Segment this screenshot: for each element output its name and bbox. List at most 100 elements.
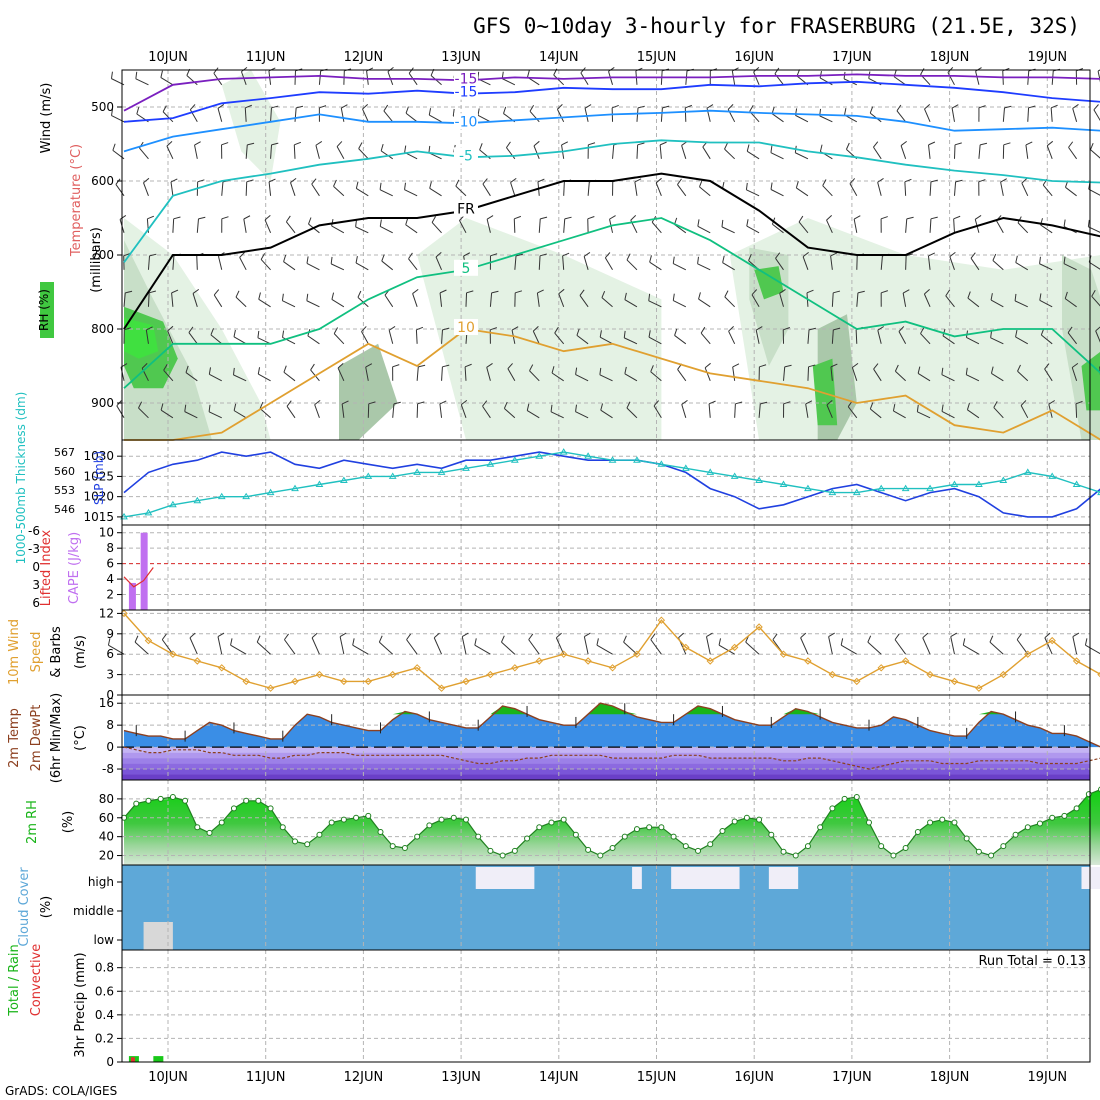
date-label-bottom: 14JUN: [539, 1070, 579, 1085]
rh-marker: [609, 845, 616, 851]
rh-marker: [462, 816, 469, 823]
wind-barb-feather: [160, 70, 163, 78]
rh-shading: [417, 218, 662, 440]
wind-barb: [978, 144, 981, 159]
wind-barb: [365, 366, 369, 381]
wind-barb-feather: [479, 143, 483, 151]
wind-barb: [268, 181, 272, 196]
axis-label: RH (%): [37, 289, 51, 331]
wind-barb: [867, 641, 882, 655]
wind-barb: [538, 255, 541, 270]
wind-barb-feather: [920, 327, 925, 334]
thickness-line: [123, 451, 1100, 518]
panel-cloud-cover: high middle low Cloud Cover (%): [17, 864, 1100, 951]
wind-barb-feather: [170, 178, 178, 183]
wind-barb: [724, 148, 736, 160]
wind-barb-feather: [1072, 104, 1079, 109]
wind-barb: [147, 255, 151, 270]
wind-barb: [636, 107, 639, 122]
y-tick-label: 10: [99, 526, 114, 540]
contour-label-bg: [453, 259, 478, 276]
wind-barb: [245, 144, 248, 159]
wind-barb-feather: [107, 638, 111, 646]
wind-speed-marker: [682, 643, 690, 652]
wind-barb: [1068, 147, 1078, 160]
wind-barb: [502, 78, 516, 86]
axis-label: (6hr Min/Max): [49, 693, 64, 783]
wind-barb-feather: [746, 219, 749, 227]
wind-barb-feather: [213, 289, 220, 296]
wind-barb: [388, 330, 394, 344]
wind-barb-feather: [677, 178, 682, 185]
wind-barb-feather: [819, 144, 823, 152]
wind-speed-marker: [1024, 650, 1032, 658]
wind-barb-feather: [724, 142, 729, 150]
wind-barb-feather: [1039, 256, 1041, 264]
wind-barb: [184, 411, 198, 419]
wind-barb: [945, 295, 955, 308]
wind-barb: [355, 226, 369, 234]
wind-barb: [532, 330, 540, 345]
wind-barb-feather: [540, 216, 548, 220]
wind-barb: [134, 641, 149, 655]
wind-barb-feather: [463, 252, 471, 257]
thickness-marker: [681, 464, 690, 471]
wind-barb-feather: [192, 288, 200, 294]
y-tick-label: 0.6: [95, 984, 114, 998]
wind-barb-feather: [558, 288, 565, 295]
wind-barb: [506, 147, 516, 160]
wind-barb: [1044, 637, 1053, 655]
wind-barb-feather: [482, 400, 488, 407]
chart-title: GFS 0~10day 3-hourly for FRASERBURG (21.…: [473, 14, 1080, 38]
rh-marker: [328, 819, 335, 826]
wind-barb: [194, 144, 198, 159]
wind-barb-feather: [975, 67, 982, 72]
axis-label: Cloud Cover: [17, 867, 32, 947]
thickness-marker: [633, 456, 641, 463]
wind-barb: [697, 225, 711, 234]
wind-barb: [724, 296, 736, 308]
wind-barb: [673, 263, 687, 271]
wind-barb-feather: [833, 327, 841, 331]
rh-marker: [633, 826, 640, 833]
wind-barb-feather: [653, 400, 660, 407]
wind-barb: [779, 293, 784, 307]
wind-barb-feather: [880, 216, 888, 220]
rh-marker: [292, 838, 299, 845]
panel-precipitation: 0.8 0.6 0.4 0.2 0 Total / Rain Convective 3hr P…: [7, 944, 1091, 1069]
wind-barb: [1090, 149, 1100, 159]
wind-barb-feather: [506, 141, 511, 148]
rh-shading: [1081, 351, 1100, 411]
wind-barb: [856, 292, 859, 307]
wind-barb: [1021, 182, 1029, 197]
wind-barb-feather: [264, 214, 271, 221]
wind-barb: [849, 183, 858, 197]
wind-barb: [922, 637, 931, 655]
wind-barb-feather: [119, 214, 127, 220]
wind-barb-feather: [246, 179, 254, 183]
wind-barb: [489, 292, 493, 307]
wind-barb-feather: [515, 253, 523, 257]
wind-barb-feather: [221, 216, 229, 220]
wind-barb: [259, 408, 271, 419]
rh-marker: [780, 848, 787, 855]
wind-barb-feather: [404, 145, 407, 153]
wind-barb: [1072, 636, 1078, 655]
date-label-top: 18JUN: [930, 50, 970, 65]
wind-barb-feather: [980, 142, 988, 146]
y-tick-label: 3: [106, 668, 114, 682]
wind-barb-feather: [406, 633, 412, 640]
wind-barb: [196, 255, 198, 270]
wind-barb: [306, 262, 320, 271]
temperature-contour: [123, 109, 1100, 153]
wind-barb-feather: [869, 106, 874, 114]
wind-barb-feather: [230, 638, 233, 646]
thickness-marker: [315, 480, 324, 488]
wind-speed-marker: [877, 664, 885, 672]
rh-marker: [707, 841, 714, 848]
wind-barb: [1072, 108, 1078, 122]
y-tick-label: 700: [91, 248, 114, 262]
wind-barb: [1017, 222, 1029, 234]
wind-barb-feather: [258, 292, 261, 300]
y-tick-label: 9: [106, 627, 114, 641]
